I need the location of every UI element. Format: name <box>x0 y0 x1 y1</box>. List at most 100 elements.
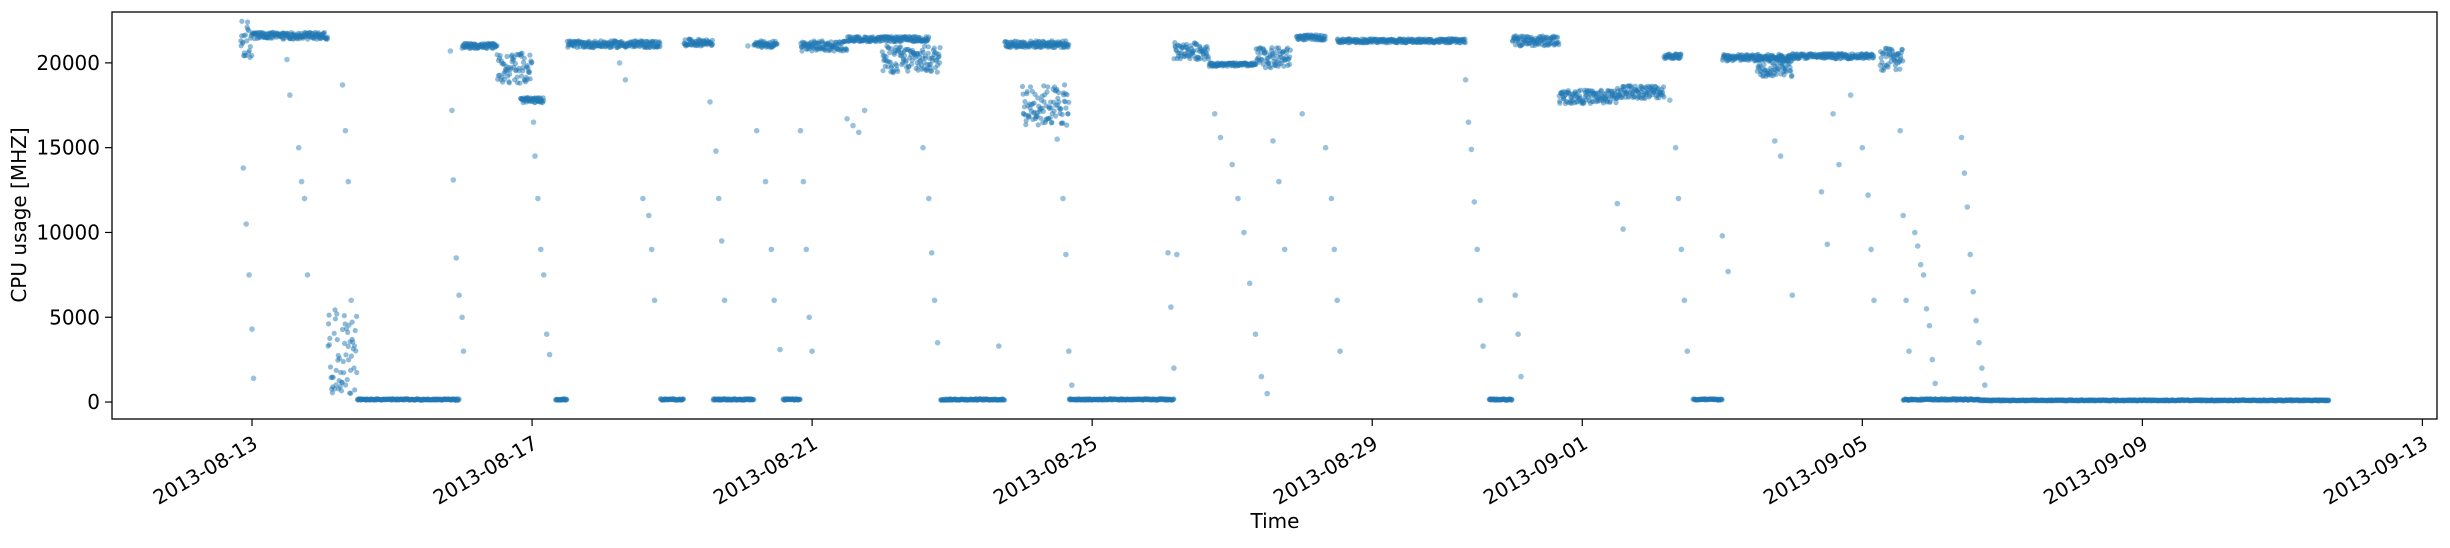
data-point <box>1023 122 1029 128</box>
data-point <box>1171 396 1177 402</box>
data-point <box>1031 100 1037 106</box>
data-point <box>1847 92 1854 98</box>
data-point <box>327 364 334 370</box>
data-point <box>1871 297 1877 304</box>
data-point <box>1789 72 1795 79</box>
data-point <box>516 68 522 74</box>
data-point <box>1052 113 1059 119</box>
data-point <box>1241 229 1247 236</box>
data-point <box>1577 87 1583 93</box>
data-point <box>517 80 523 86</box>
data-point <box>331 330 337 336</box>
data-point <box>1681 297 1688 304</box>
data-point <box>351 343 357 349</box>
data-point <box>1468 146 1475 153</box>
data-point <box>1964 204 1971 210</box>
data-point <box>800 178 807 185</box>
data-point <box>1337 348 1343 355</box>
data-point <box>342 340 348 346</box>
data-point <box>771 297 777 304</box>
data-point <box>1038 115 1044 121</box>
data-point <box>1065 111 1071 117</box>
data-point <box>1772 138 1778 144</box>
data-point <box>339 326 346 333</box>
data-point <box>1269 45 1275 51</box>
data-point <box>1675 195 1682 202</box>
data-point <box>937 45 943 51</box>
y-tick-label: 10000 <box>36 220 100 244</box>
data-point <box>1613 100 1619 106</box>
data-point <box>856 129 862 136</box>
data-point <box>530 119 537 125</box>
data-point <box>1322 144 1329 151</box>
data-point <box>1914 243 1921 249</box>
data-point <box>925 44 932 50</box>
data-point <box>1287 61 1293 67</box>
data-point <box>713 148 719 154</box>
data-point <box>718 238 725 244</box>
data-point <box>1897 66 1903 72</box>
data-point <box>909 61 915 67</box>
data-point <box>922 55 929 61</box>
data-point <box>1276 178 1282 185</box>
data-point <box>529 59 535 65</box>
data-point <box>1773 71 1779 77</box>
data-point <box>239 18 245 24</box>
data-point <box>850 122 856 129</box>
data-point <box>1678 246 1685 253</box>
data-point <box>1512 292 1518 299</box>
data-point <box>1903 297 1909 304</box>
data-point <box>1894 60 1901 66</box>
data-point <box>926 34 932 40</box>
data-point <box>1217 134 1224 141</box>
data-point <box>354 313 360 319</box>
data-point <box>354 369 360 376</box>
data-point <box>1557 100 1563 106</box>
data-point <box>1684 348 1691 355</box>
data-point <box>709 41 716 47</box>
data-point <box>936 54 942 60</box>
data-point <box>1762 57 1768 63</box>
data-point <box>532 153 538 159</box>
data-point <box>1041 83 1047 89</box>
data-point <box>245 19 251 25</box>
data-point <box>333 382 339 388</box>
data-point <box>1672 144 1679 151</box>
data-point <box>526 69 533 75</box>
data-point <box>1252 331 1259 338</box>
data-point <box>1555 34 1561 41</box>
data-points <box>238 18 2332 404</box>
data-point <box>2326 397 2332 403</box>
data-point <box>753 127 760 134</box>
data-point <box>1620 226 1626 232</box>
data-point <box>640 195 646 202</box>
data-point <box>937 60 943 66</box>
data-point <box>337 384 343 390</box>
data-point <box>1322 33 1328 39</box>
data-point <box>1923 306 1930 312</box>
data-point <box>651 297 658 304</box>
data-point <box>497 52 503 59</box>
data-point <box>1976 339 1982 346</box>
data-point <box>1967 251 1973 258</box>
data-point <box>716 195 722 202</box>
data-point <box>353 348 359 354</box>
data-point <box>1788 68 1794 74</box>
data-point <box>1040 108 1046 114</box>
data-point <box>1607 98 1613 105</box>
data-point <box>1281 63 1287 69</box>
data-point <box>898 44 904 50</box>
data-point <box>1165 250 1171 256</box>
data-point <box>1932 380 1938 387</box>
data-point <box>1027 84 1034 90</box>
data-point <box>506 80 512 86</box>
data-point <box>336 355 343 361</box>
data-point <box>287 92 293 98</box>
data-point <box>1892 62 1898 68</box>
data-point <box>1229 161 1235 168</box>
data-point <box>799 48 805 54</box>
data-point <box>521 55 527 61</box>
data-point <box>1024 89 1030 95</box>
data-point <box>1719 397 1725 403</box>
data-point <box>1824 241 1831 248</box>
